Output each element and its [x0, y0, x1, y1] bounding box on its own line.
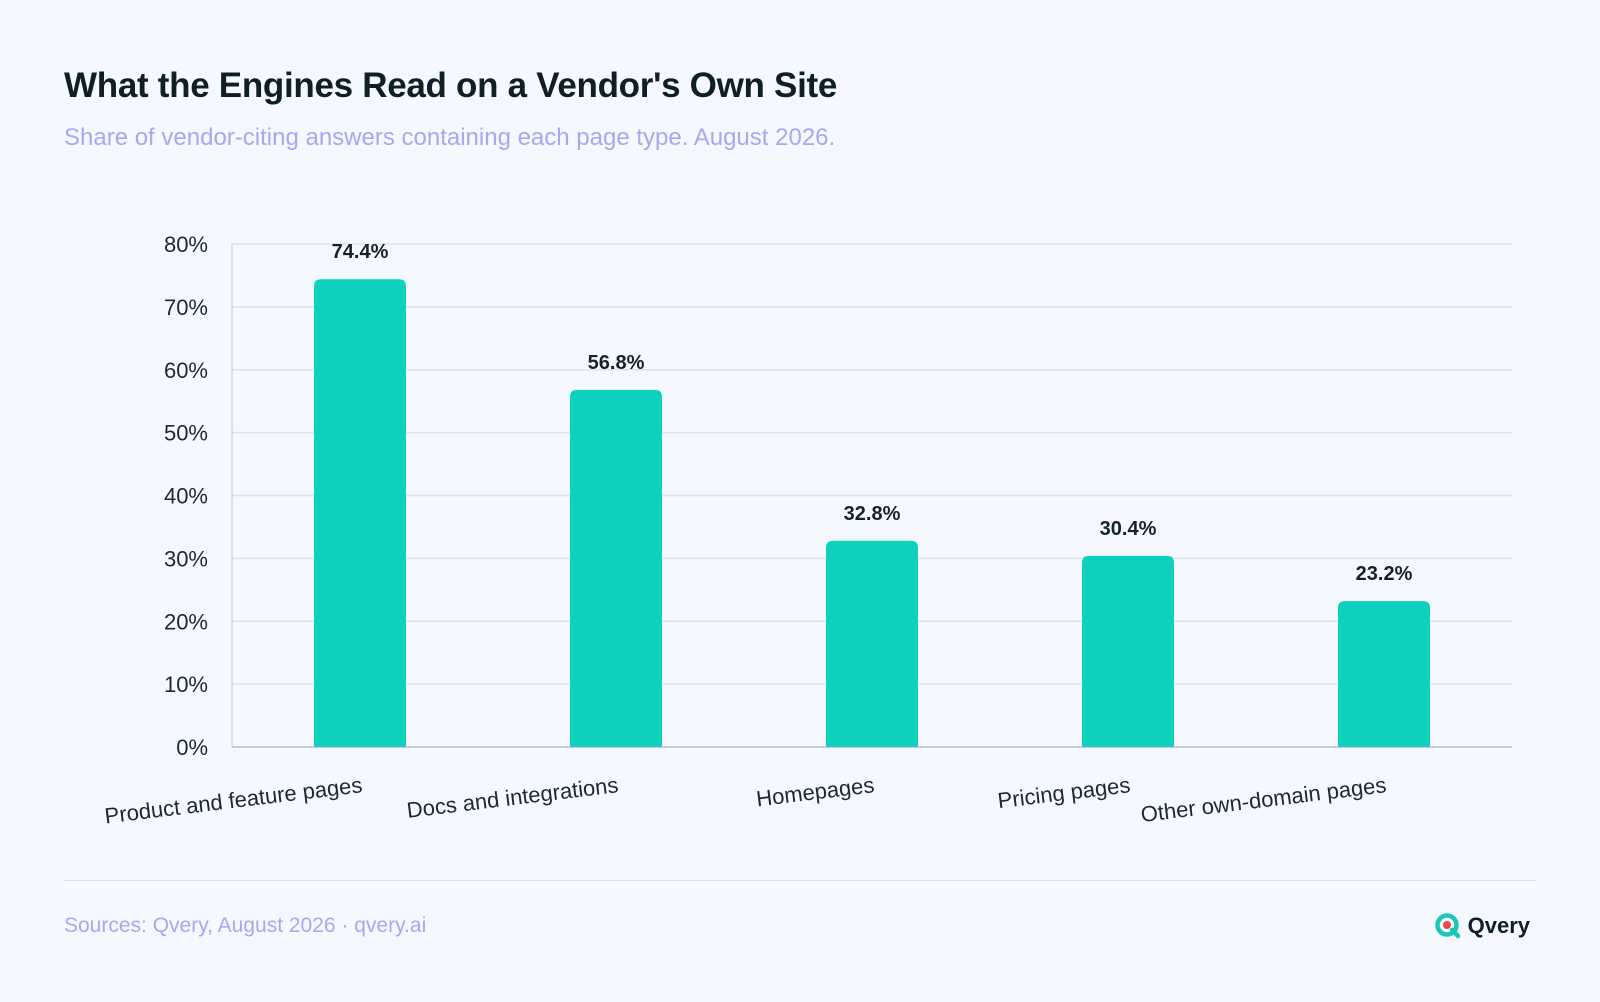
bar	[1338, 601, 1430, 747]
x-tick-label: Pricing pages	[996, 772, 1131, 813]
bar	[1082, 555, 1174, 747]
bar	[826, 540, 918, 747]
bar	[314, 279, 406, 747]
y-tick-label: 60%	[164, 358, 208, 383]
chart-subtitle: Share of vendor-citing answers containin…	[64, 124, 836, 151]
data-label: 30.4%	[1100, 518, 1157, 540]
y-tick-label: 10%	[164, 672, 208, 697]
data-label: 23.2%	[1356, 563, 1413, 585]
y-tick-label: 20%	[164, 609, 208, 634]
x-tick-label: Other own-domain pages	[1139, 772, 1387, 827]
x-tick-label: Docs and integrations	[405, 772, 619, 823]
y-tick-label: 80%	[164, 232, 208, 257]
x-tick-label: Product and feature pages	[103, 772, 363, 828]
qvery-logo-icon	[1434, 913, 1460, 939]
y-tick-label: 70%	[164, 295, 208, 320]
chart-title: What the Engines Read on a Vendor's Own …	[64, 66, 838, 105]
data-label: 32.8%	[844, 503, 901, 525]
source-note: Sources: Qvery, August 2026 · qvery.ai	[64, 914, 427, 937]
bar-chart: 0% 10% 20% 30% 40% 50% 60% 70% 80% 74.4% Product a…	[103, 232, 1512, 829]
y-tick-label: 30%	[164, 546, 208, 571]
x-tick-label: Homepages	[755, 772, 876, 811]
footer-divider	[64, 880, 1536, 881]
brand: Qvery	[1434, 913, 1530, 939]
data-label: 56.8%	[588, 352, 645, 374]
y-tick-label: 50%	[164, 421, 208, 446]
brand-name: Qvery	[1467, 913, 1530, 938]
y-tick-label: 0%	[176, 735, 208, 760]
data-label: 74.4%	[332, 241, 389, 263]
bar	[570, 389, 662, 747]
y-tick-label: 40%	[164, 484, 208, 509]
